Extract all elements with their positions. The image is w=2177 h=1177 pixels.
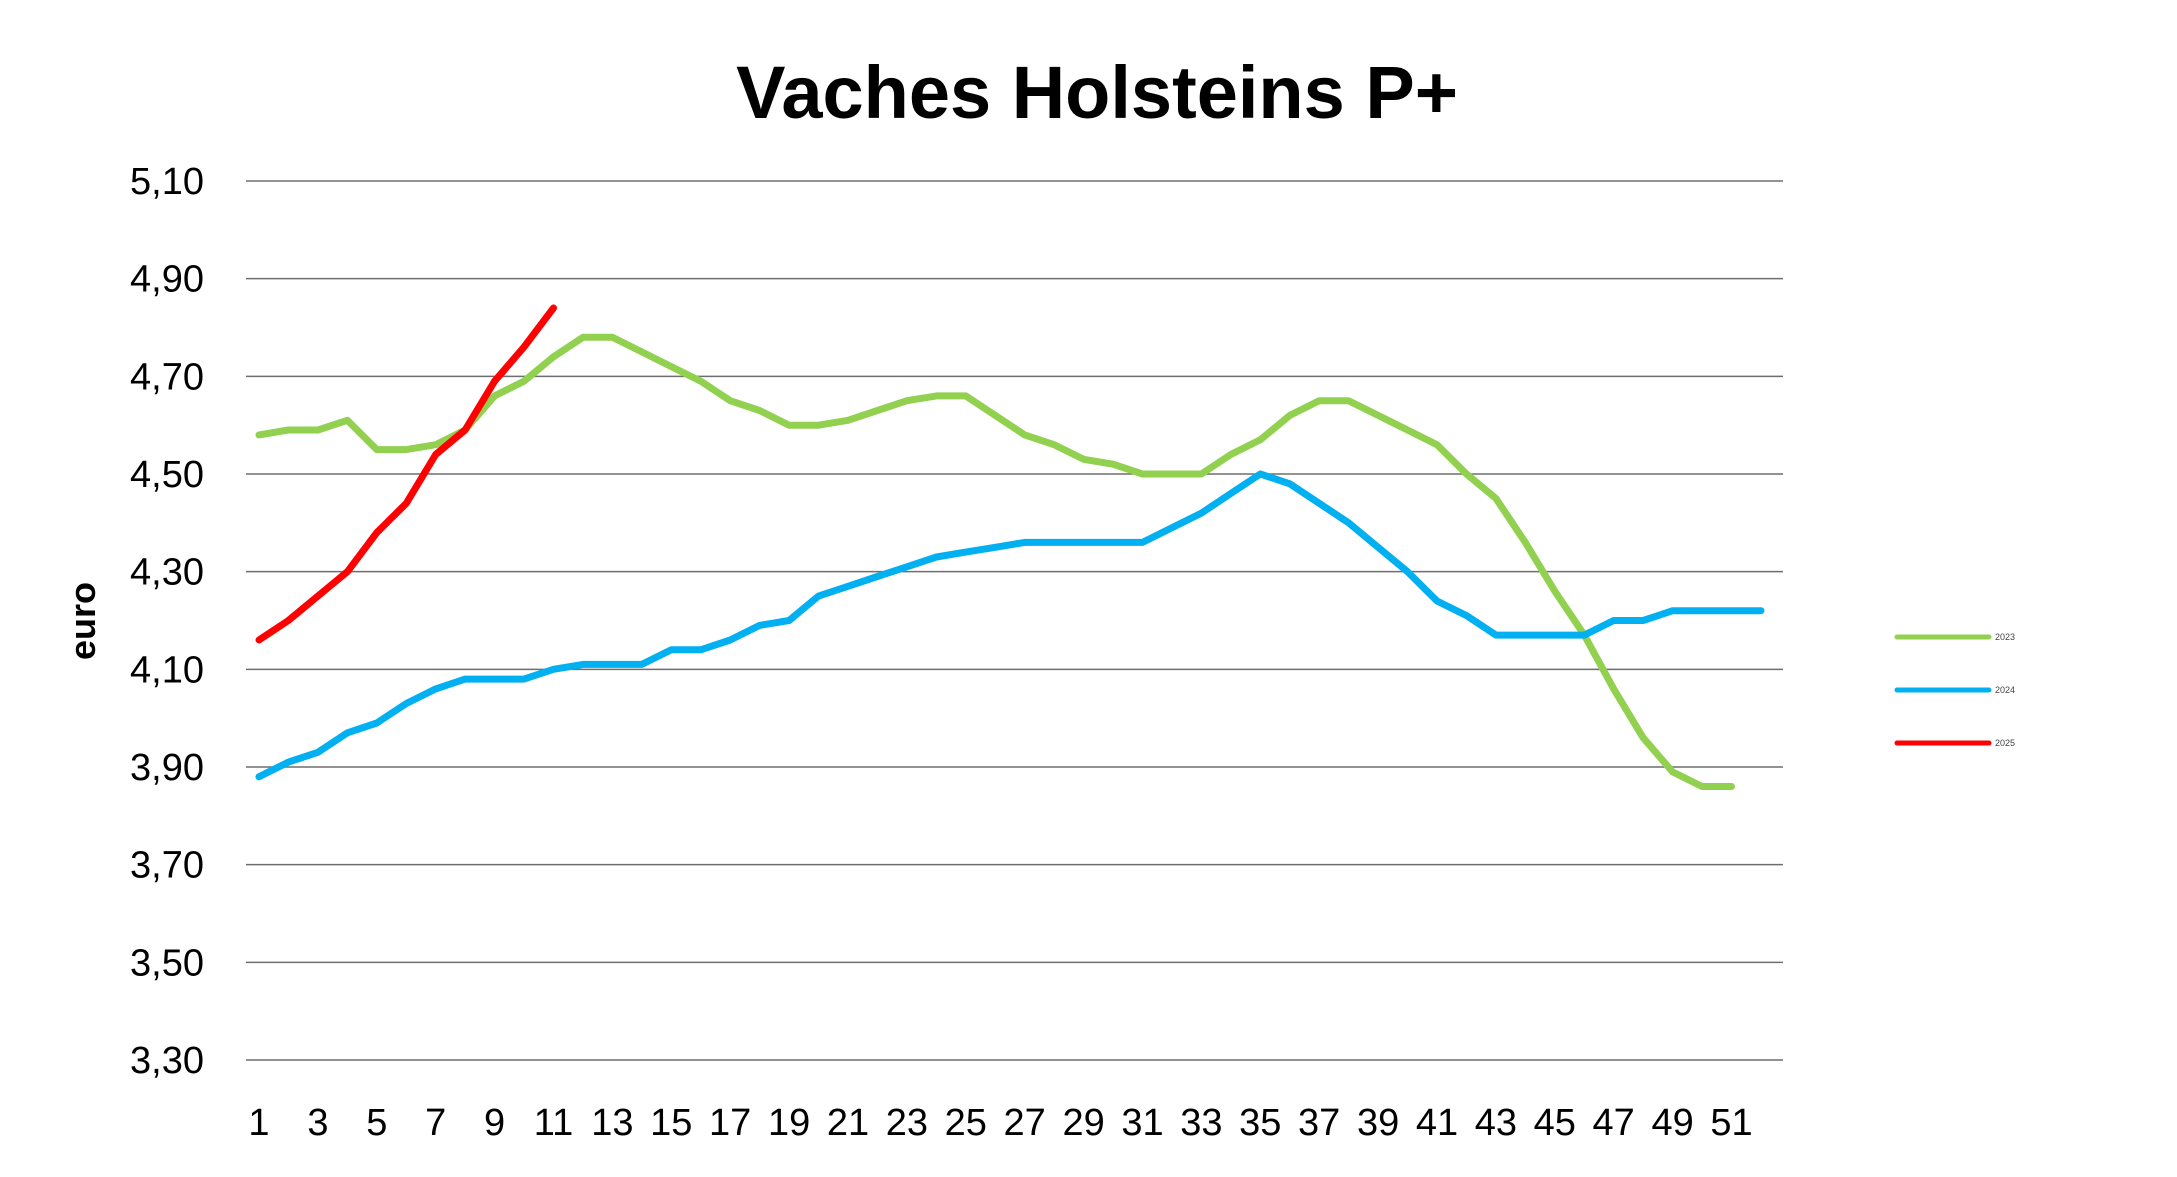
y-axis-title: euro — [62, 582, 103, 660]
x-tick-label: 33 — [1180, 1102, 1222, 1144]
x-tick-label: 17 — [709, 1102, 751, 1144]
y-tick-label: 4,70 — [130, 356, 204, 398]
y-tick-label: 4,10 — [130, 649, 204, 691]
y-tick-label: 4,30 — [130, 552, 204, 594]
x-tick-label: 15 — [650, 1102, 692, 1144]
x-tick-label: 21 — [827, 1102, 869, 1144]
series-line-2023 — [255, 333, 1735, 790]
series-line-2024 — [255, 470, 1765, 781]
x-tick-label: 47 — [1593, 1102, 1635, 1144]
x-tick-label: 11 — [534, 1102, 573, 1144]
series-line-2025 — [255, 304, 557, 644]
x-tick-label: 5 — [366, 1102, 387, 1144]
x-tick-label: 27 — [1004, 1102, 1046, 1144]
x-tick-label: 49 — [1651, 1102, 1693, 1144]
x-tick-label: 1 — [248, 1102, 269, 1144]
y-tick-label: 3,50 — [130, 942, 204, 984]
x-tick-label: 37 — [1298, 1102, 1340, 1144]
x-tick-label: 35 — [1239, 1102, 1281, 1144]
x-tick-label: 43 — [1475, 1102, 1517, 1144]
x-tick-label: 41 — [1416, 1102, 1458, 1144]
legend-label: 2024 — [1995, 685, 2015, 695]
y-tick-label: 4,50 — [130, 454, 204, 496]
x-tick-label: 29 — [1062, 1102, 1104, 1144]
legend-label: 2025 — [1995, 738, 2015, 748]
legend-item-2024: 2024 — [1894, 685, 2015, 695]
x-tick-label: 51 — [1710, 1102, 1752, 1144]
x-tick-label: 45 — [1534, 1102, 1576, 1144]
x-axis-tick-labels: 1 3 5 7 9 11 13 15 17 19 21 23 25 27 29 31 33 35 37 39 41 43 4… — [248, 1102, 1752, 1144]
x-tick-label: 13 — [591, 1102, 633, 1144]
legend: 2023 2024 2025 — [1894, 632, 2015, 748]
gridlines — [246, 180, 1783, 1061]
series-lines — [255, 304, 1765, 790]
x-tick-label: 31 — [1121, 1102, 1163, 1144]
x-tick-label: 23 — [886, 1102, 928, 1144]
legend-item-2023: 2023 — [1894, 632, 2015, 642]
x-tick-label: 39 — [1357, 1102, 1399, 1144]
y-tick-label: 3,70 — [130, 845, 204, 887]
y-tick-label: 3,30 — [130, 1040, 204, 1082]
y-axis-tick-labels: 3,30 3,50 3,70 3,90 4,10 4,30 4,50 4,70 4,90 5,10 — [130, 161, 204, 1082]
x-tick-label: 7 — [425, 1102, 446, 1144]
y-tick-label: 3,90 — [130, 747, 204, 789]
y-tick-label: 5,10 — [130, 161, 204, 203]
legend-item-2025: 2025 — [1894, 738, 2015, 748]
chart-title: Vaches Holsteins P+ — [736, 51, 1458, 134]
legend-label: 2023 — [1995, 632, 2015, 642]
x-tick-label: 3 — [307, 1102, 328, 1144]
x-tick-label: 25 — [945, 1102, 987, 1144]
x-tick-label: 9 — [484, 1102, 505, 1144]
x-tick-label: 19 — [768, 1102, 810, 1144]
y-tick-label: 4,90 — [130, 259, 204, 301]
